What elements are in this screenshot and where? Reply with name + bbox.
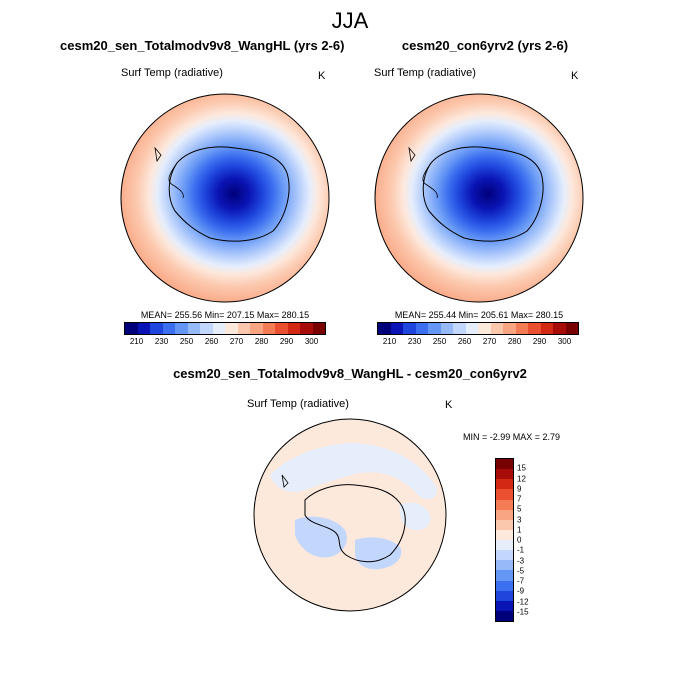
panel-2-colorbar-tick-label: 210: [382, 337, 397, 346]
panel-1-colorbar-swatch: [275, 323, 288, 334]
diff-colorbar-tick-label: 3: [517, 515, 522, 524]
diff-panel-title: cesm20_sen_Totalmodv9v8_WangHL - cesm20_…: [173, 366, 527, 381]
panel-2-colorbar-swatch: [490, 323, 503, 334]
diff-panel-variable-label: Surf Temp (radiative): [247, 398, 349, 410]
panel-1-colorbar-swatch: [137, 323, 150, 334]
diff-colorbar-swatch: [496, 570, 513, 581]
panel-2-colorbar-swatch: [453, 323, 466, 334]
panel-2-colorbar-tick-label: 290: [532, 337, 547, 346]
panel-1-colorbar-tick-label: 230: [154, 337, 169, 346]
diff-colorbar-swatch: [496, 610, 513, 621]
panel-2-colorbar: 210 230 250 260 270 280 290 300: [377, 322, 579, 347]
diff-colorbar-swatch: [496, 479, 513, 490]
panel-1-colorbar-swatch: [125, 323, 138, 334]
panel-2-colorbar-swatch: [478, 323, 491, 334]
panel-2-colorbar-swatch: [528, 323, 541, 334]
panel-1-colorbar-swatch: [237, 323, 250, 334]
panel-2-colorbar-swatch: [540, 323, 553, 334]
diff-colorbar-swatch: [496, 459, 513, 470]
diff-panel-polar-map: [253, 418, 447, 612]
panel-2-colorbar-swatch: [403, 323, 416, 334]
panel-1-colorbar-swatch: [287, 323, 300, 334]
diff-colorbar-tick-label: -12: [517, 597, 529, 606]
panel-2-colorbar-swatch: [415, 323, 428, 334]
diff-colorbar-tick-label: 9: [517, 484, 522, 494]
panel-1-colorbar-tick-label: 210: [129, 337, 144, 346]
panel-2-colorbar-swatch: [378, 323, 391, 334]
diff-colorbar-tick-label: 7: [517, 494, 522, 504]
panel-1-colorbar-swatch: [225, 323, 238, 334]
diff-colorbar-tick-label: 0: [517, 535, 522, 545]
diff-panel-minmax: MIN = -2.99 MAX = 2.79: [463, 432, 561, 442]
panel-2-colorbar-swatch: [565, 323, 578, 334]
panel-1-title: cesm20_sen_Totalmodv9v8_WangHL (yrs 2-6): [60, 38, 345, 53]
main-title: JJA: [331, 8, 369, 33]
panel-1-colorbar-swatch: [312, 323, 325, 334]
panel-1-colorbar-swatch: [212, 323, 225, 334]
panel-2-colorbar-swatch: [440, 323, 453, 334]
panel-2-colorbar-tick-label: 270: [482, 337, 497, 346]
diff-colorbar-swatch: [496, 550, 513, 561]
panel-1-colorbar-swatch: [175, 323, 188, 334]
diff-colorbar-swatch: [496, 509, 513, 520]
panel-2-colorbar-swatch: [553, 323, 566, 334]
diff-colorbar-tick-label: 1: [517, 525, 522, 535]
panel-2-stats: MEAN= 255.44 Min= 205.61 Max= 280.15: [394, 310, 564, 320]
diff-colorbar-swatch: [496, 499, 513, 510]
panel-1-colorbar-swatch: [300, 323, 313, 334]
panel-2-variable-label: Surf Temp (radiative): [374, 67, 476, 79]
panel-2-colorbar-swatch: [390, 323, 403, 334]
panel-1-colorbar-swatch: [200, 323, 213, 334]
panel-2-colorbar-swatch: [465, 323, 478, 334]
diff-colorbar-tick-label: -15: [517, 607, 529, 617]
diff-colorbar-tick-label: -7: [517, 576, 525, 586]
panel-1-polar-map: [120, 93, 330, 303]
diff-colorbar-swatch: [496, 469, 513, 480]
panel-2-polar-map: [374, 93, 584, 303]
panel-1-colorbar-tick-label: 280: [254, 337, 269, 346]
diff-panel-units-label: K: [445, 399, 453, 411]
panel-2-colorbar-tick-label: 250: [432, 337, 447, 346]
diff-colorbar-swatch: [496, 540, 513, 551]
panel-1-colorbar-swatch: [250, 323, 263, 334]
panel-1-variable-label: Surf Temp (radiative): [121, 67, 223, 79]
diff-colorbar-swatch: [496, 600, 513, 611]
panel-2-units-label: K: [571, 70, 579, 82]
panel-1-colorbar-tick-label: 300: [304, 337, 319, 346]
diff-colorbar-tick-label: -1: [517, 545, 525, 555]
diff-colorbar-swatch: [496, 489, 513, 500]
panel-1-colorbar-swatch: [150, 323, 163, 334]
diff-colorbar-swatch: [496, 580, 513, 591]
diff-colorbar-tick-label: -5: [517, 566, 525, 576]
diff-panel-colorbar-labels: 15 12 9 7 5 3 1 0 -1 -3 -5 -7 -9 -12 -15: [517, 458, 547, 622]
diff-colorbar-tick-label: -9: [517, 586, 525, 596]
panel-2-colorbar-swatch: [503, 323, 516, 334]
diff-colorbar-swatch: [496, 529, 513, 540]
panel-1-stats: MEAN= 255.56 Min= 207.15 Max= 280.15: [140, 310, 310, 320]
diff-colorbar-swatch: [496, 590, 513, 601]
diff-panel-colorbar: [495, 458, 514, 622]
diff-colorbar-tick-label: 12: [517, 474, 526, 483]
panel-2-colorbar-tick-label: 280: [507, 337, 522, 346]
panel-2-colorbar-swatch: [428, 323, 441, 334]
panel-1-colorbar-tick-label: 270: [229, 337, 244, 346]
diff-colorbar-swatch: [496, 560, 513, 571]
panel-1-colorbar-tick-label: 260: [204, 337, 219, 346]
panel-2-colorbar-swatch: [515, 323, 528, 334]
panel-1-colorbar-tick-label: 290: [279, 337, 294, 346]
panel-2-colorbar-tick-label: 300: [557, 337, 572, 346]
diff-colorbar-tick-label: 15: [517, 463, 526, 473]
diff-colorbar-swatch: [496, 519, 513, 530]
panel-2-colorbar-tick-label: 230: [407, 337, 422, 346]
panel-1-colorbar-swatch: [162, 323, 175, 334]
panel-1-colorbar-swatch: [262, 323, 275, 334]
panel-1-colorbar: 210 230 250 260 270 280 290 300: [124, 322, 326, 347]
panel-2-title: cesm20_con6yrv2 (yrs 2-6): [401, 38, 569, 53]
panel-1-colorbar-tick-label: 250: [179, 337, 194, 346]
diff-colorbar-tick-label: 5: [517, 504, 522, 514]
panel-2-colorbar-tick-label: 260: [457, 337, 472, 346]
panel-1-colorbar-swatch: [187, 323, 200, 334]
panel-1-units-label: K: [318, 70, 326, 82]
diff-colorbar-tick-label: -3: [517, 556, 525, 565]
